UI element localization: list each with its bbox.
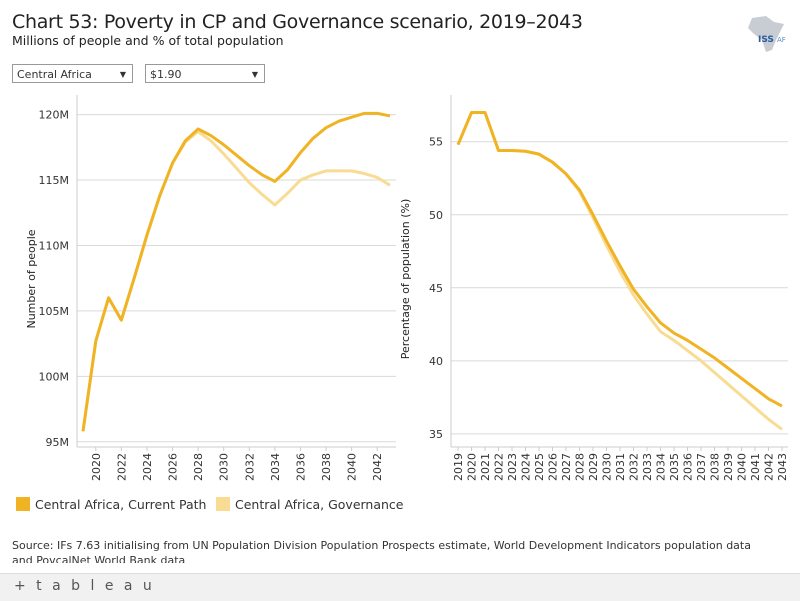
- x-tick-label: 2038: [709, 453, 722, 481]
- iss-africa-logo: ISS AF: [748, 16, 786, 52]
- x-tick-label: 2038: [320, 453, 333, 481]
- x-tick-label: 2026: [547, 453, 560, 481]
- series-line-current-path: [81, 111, 391, 432]
- x-tick-label: 2033: [641, 453, 654, 481]
- chart-title: Chart 53: Poverty in CP and Governance s…: [12, 11, 583, 33]
- x-tick-label: 2030: [218, 453, 231, 481]
- x-tick-label: 2024: [520, 453, 533, 481]
- legend-label: Central Africa, Governance: [235, 497, 404, 512]
- x-tick-label: 2021: [479, 453, 492, 481]
- x-tick-label: 2040: [736, 453, 749, 481]
- y-tick-label: 100M: [39, 370, 70, 383]
- poverty-line-dropdown[interactable]: $1.90 ▼: [145, 64, 265, 83]
- y-axis-label: Number of people: [25, 229, 38, 328]
- y-tick-label: 95M: [46, 436, 70, 449]
- x-tick-label: 2034: [655, 453, 668, 481]
- x-tick-label: 2036: [682, 453, 695, 481]
- y-tick-label: 120M: [39, 109, 70, 122]
- x-tick-label: 2041: [749, 453, 762, 481]
- dropdown-arrow-icon: ▼: [119, 70, 126, 79]
- series-line-governance: [456, 111, 783, 431]
- x-tick-label: 2019: [452, 453, 465, 481]
- legend-item-governance[interactable]: Central Africa, Governance: [216, 497, 404, 512]
- legend-label: Central Africa, Current Path: [35, 497, 207, 512]
- svg-text:ISS: ISS: [758, 35, 774, 45]
- x-tick-label: 2024: [141, 453, 154, 481]
- x-tick-label: 2032: [243, 453, 256, 481]
- y-tick-label: 35: [429, 428, 443, 441]
- y-tick-label: 45: [429, 282, 443, 295]
- y-tick-label: 50: [429, 209, 443, 222]
- x-tick-label: 2027: [560, 453, 573, 481]
- x-tick-label: 2037: [695, 453, 708, 481]
- x-tick-label: 2035: [668, 453, 681, 481]
- x-tick-label: 2026: [167, 453, 180, 481]
- x-tick-label: 2040: [346, 453, 359, 481]
- y-tick-label: 115M: [39, 174, 70, 187]
- x-tick-label: 2030: [601, 453, 614, 481]
- x-tick-label: 2032: [628, 453, 641, 481]
- y-tick-label: 55: [429, 136, 443, 149]
- x-tick-label: 2042: [763, 453, 776, 481]
- series-line-governance: [81, 130, 391, 432]
- series-line-current-path: [456, 111, 783, 408]
- dropdown-arrow-icon: ▼: [251, 70, 258, 79]
- x-tick-label: 2028: [192, 453, 205, 481]
- tableau-footer: + t a b l e a u: [0, 573, 800, 601]
- source-note: Source: IFs 7.63 initialising from UN Po…: [12, 539, 751, 563]
- region-filter-dropdown[interactable]: Central Africa ▼: [12, 64, 133, 83]
- x-tick-label: 2020: [90, 453, 103, 481]
- x-tick-label: 2039: [722, 453, 735, 481]
- x-tick-label: 2031: [614, 453, 627, 481]
- region-filter-value: Central Africa: [17, 68, 92, 81]
- y-tick-label: 110M: [39, 239, 70, 252]
- x-tick-label: 2022: [493, 453, 506, 481]
- x-tick-label: 2022: [115, 453, 128, 481]
- x-tick-label: 2034: [269, 453, 282, 481]
- legend-swatch: [16, 497, 30, 511]
- x-tick-label: 2043: [776, 453, 789, 481]
- y-tick-label: 40: [429, 355, 443, 368]
- x-tick-label: 2025: [533, 453, 546, 481]
- legend-item-current-path[interactable]: Central Africa, Current Path: [16, 497, 206, 512]
- chart-subtitle: Millions of people and % of total popula…: [12, 33, 284, 48]
- x-tick-label: 2036: [294, 453, 307, 481]
- x-tick-label: 2028: [574, 453, 587, 481]
- svg-text:AF: AF: [777, 36, 786, 44]
- x-tick-label: 2023: [506, 453, 519, 481]
- tableau-logo[interactable]: + t a b l e a u: [14, 578, 155, 594]
- x-tick-label: 2029: [587, 453, 600, 481]
- x-tick-label: 2042: [371, 453, 384, 481]
- y-tick-label: 105M: [39, 305, 70, 318]
- poverty-line-value: $1.90: [150, 68, 182, 81]
- x-tick-label: 2020: [466, 453, 479, 481]
- y-axis-label: Percentage of population (%): [399, 199, 412, 360]
- legend-swatch: [216, 497, 230, 511]
